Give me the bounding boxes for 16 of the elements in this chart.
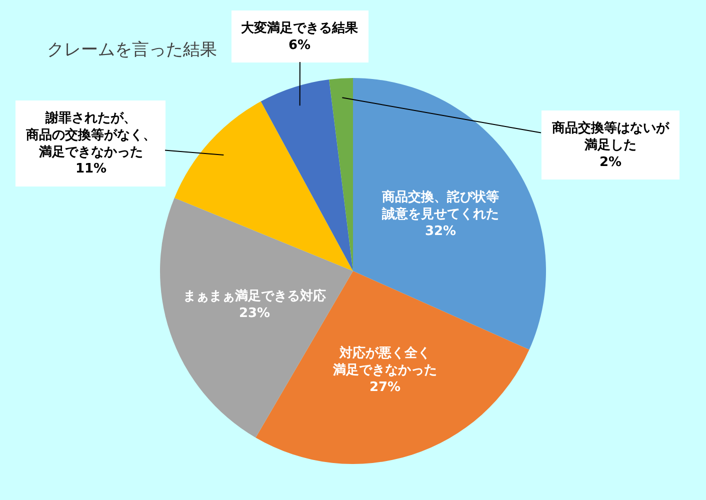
data-label: 2% xyxy=(599,154,622,170)
slice-label: 対応が悪く全く満足できなかった xyxy=(332,345,437,378)
text: クレームを言った結果 xyxy=(47,40,217,60)
slice-label: 商品交換等はないが満足した xyxy=(551,120,670,153)
pie-slice xyxy=(174,101,353,271)
data-label: 23% xyxy=(238,306,270,321)
slice-label: 商品交換、詫び状等誠意を見せてくれた xyxy=(381,189,499,222)
slice-label: まぁまぁ満足できる対応 xyxy=(183,288,326,304)
slice-label: 謝罪されたが、商品の交換等がなく、満足できなかった xyxy=(25,110,156,160)
data-label: 11% xyxy=(75,162,107,177)
data-label: 6% xyxy=(288,38,311,53)
pie-slice xyxy=(329,78,353,271)
slice-label: 大変満足できる結果 xyxy=(241,20,359,36)
data-label: 32% xyxy=(424,224,456,239)
data-label: 27% xyxy=(369,380,401,395)
pie-slice xyxy=(260,79,353,271)
